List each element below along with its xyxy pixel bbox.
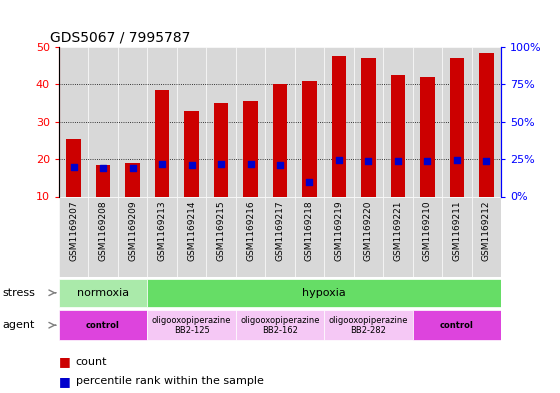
Point: [99, 165, 108, 171]
Bar: [332, 57, 346, 196]
Text: GSM1169215: GSM1169215: [217, 200, 226, 261]
Bar: [295, 196, 324, 277]
Text: control: control: [440, 321, 474, 330]
Text: GSM1169213: GSM1169213: [157, 200, 166, 261]
Bar: [213, 103, 228, 196]
Text: GSM1169209: GSM1169209: [128, 200, 137, 261]
Bar: [236, 310, 324, 340]
Bar: [118, 196, 147, 277]
Text: count: count: [76, 356, 107, 367]
Text: percentile rank within the sample: percentile rank within the sample: [76, 376, 263, 386]
Point: [305, 178, 314, 185]
Text: ■: ■: [59, 355, 74, 368]
Text: GSM1169207: GSM1169207: [69, 200, 78, 261]
Point: [276, 162, 284, 168]
Text: ■: ■: [59, 375, 74, 388]
Bar: [59, 279, 147, 307]
Point: [423, 158, 432, 165]
Bar: [147, 310, 236, 340]
Bar: [361, 58, 376, 196]
Text: GSM1169218: GSM1169218: [305, 200, 314, 261]
Bar: [273, 84, 287, 196]
Bar: [184, 111, 199, 196]
Bar: [265, 47, 295, 196]
Text: stress: stress: [3, 288, 36, 298]
Bar: [59, 310, 147, 340]
Bar: [450, 58, 464, 196]
Bar: [324, 47, 354, 196]
Text: control: control: [86, 321, 120, 330]
Bar: [88, 47, 118, 196]
Bar: [383, 47, 413, 196]
Point: [394, 158, 403, 164]
Point: [482, 158, 491, 164]
Bar: [125, 163, 140, 196]
Point: [364, 158, 373, 164]
Text: oligooxopiperazine
BB2-162: oligooxopiperazine BB2-162: [240, 316, 320, 335]
Point: [334, 157, 343, 163]
Bar: [147, 279, 501, 307]
Bar: [177, 196, 206, 277]
Text: GSM1169210: GSM1169210: [423, 200, 432, 261]
Point: [217, 161, 226, 167]
Bar: [420, 77, 435, 196]
Bar: [206, 196, 236, 277]
Bar: [442, 47, 472, 196]
Bar: [354, 196, 383, 277]
Text: GSM1169219: GSM1169219: [334, 200, 343, 261]
Text: agent: agent: [3, 320, 35, 330]
Text: GSM1169211: GSM1169211: [452, 200, 461, 261]
Bar: [324, 196, 354, 277]
Bar: [472, 196, 501, 277]
Text: oligooxopiperazine
BB2-282: oligooxopiperazine BB2-282: [329, 316, 408, 335]
Bar: [324, 310, 413, 340]
Bar: [302, 81, 317, 196]
Bar: [265, 196, 295, 277]
Bar: [59, 47, 88, 196]
Bar: [66, 139, 81, 196]
Bar: [155, 90, 169, 196]
Bar: [390, 75, 405, 196]
Bar: [177, 47, 206, 196]
Text: normoxia: normoxia: [77, 288, 129, 298]
Bar: [59, 196, 88, 277]
Text: GSM1169221: GSM1169221: [394, 200, 403, 261]
Bar: [243, 101, 258, 196]
Bar: [383, 196, 413, 277]
Bar: [206, 47, 236, 196]
Point: [187, 162, 196, 168]
Point: [69, 163, 78, 170]
Bar: [236, 196, 265, 277]
Text: GSM1169208: GSM1169208: [99, 200, 108, 261]
Bar: [413, 47, 442, 196]
Point: [157, 160, 166, 167]
Bar: [236, 47, 265, 196]
Bar: [88, 196, 118, 277]
Bar: [96, 165, 110, 196]
Bar: [472, 47, 501, 196]
Bar: [118, 47, 147, 196]
Bar: [413, 196, 442, 277]
Point: [128, 165, 137, 171]
Bar: [354, 47, 383, 196]
Point: [452, 157, 461, 163]
Bar: [295, 47, 324, 196]
Bar: [147, 47, 177, 196]
Text: GSM1169217: GSM1169217: [276, 200, 284, 261]
Bar: [147, 196, 177, 277]
Text: GDS5067 / 7995787: GDS5067 / 7995787: [50, 31, 190, 44]
Bar: [442, 196, 472, 277]
Point: [246, 161, 255, 167]
Text: GSM1169216: GSM1169216: [246, 200, 255, 261]
Text: hypoxia: hypoxia: [302, 288, 346, 298]
Text: GSM1169214: GSM1169214: [187, 200, 196, 261]
Text: GSM1169212: GSM1169212: [482, 200, 491, 261]
Text: oligooxopiperazine
BB2-125: oligooxopiperazine BB2-125: [152, 316, 231, 335]
Text: GSM1169220: GSM1169220: [364, 200, 373, 261]
Bar: [413, 310, 501, 340]
Bar: [479, 53, 494, 196]
